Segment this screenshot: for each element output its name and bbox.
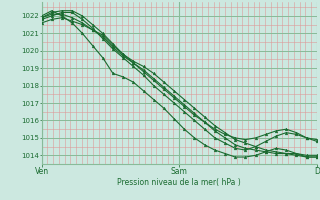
X-axis label: Pression niveau de la mer( hPa ): Pression niveau de la mer( hPa ) [117,178,241,187]
